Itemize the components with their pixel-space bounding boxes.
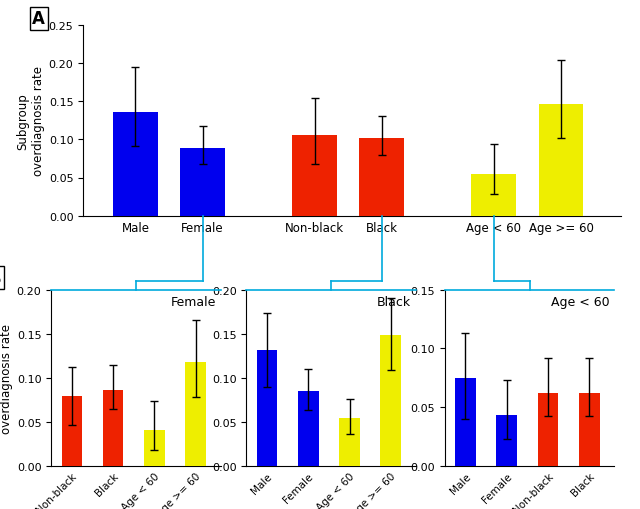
Bar bbox=[538, 393, 558, 466]
Bar bbox=[298, 391, 319, 466]
Text: Black: Black bbox=[377, 295, 411, 308]
Y-axis label: Intersectional
overdiagnosis rate: Intersectional overdiagnosis rate bbox=[0, 323, 13, 433]
Bar bbox=[539, 105, 584, 216]
Bar bbox=[144, 431, 164, 466]
Bar bbox=[180, 149, 225, 216]
Text: Female: Female bbox=[170, 295, 216, 308]
Bar bbox=[103, 390, 124, 466]
Bar bbox=[185, 362, 206, 466]
Bar bbox=[61, 397, 82, 466]
Y-axis label: Subgroup
overdiagnosis rate: Subgroup overdiagnosis rate bbox=[17, 66, 45, 176]
Bar bbox=[455, 378, 476, 466]
Bar bbox=[380, 335, 401, 466]
Bar bbox=[579, 393, 600, 466]
Text: B: B bbox=[0, 269, 1, 287]
Bar bbox=[360, 138, 404, 216]
Bar bbox=[339, 418, 360, 466]
Text: Age < 60: Age < 60 bbox=[550, 295, 609, 308]
Bar bbox=[257, 351, 277, 466]
Text: A: A bbox=[32, 10, 45, 28]
Bar bbox=[497, 415, 517, 466]
Bar bbox=[292, 135, 337, 216]
Bar bbox=[113, 112, 158, 216]
Bar bbox=[472, 175, 516, 216]
